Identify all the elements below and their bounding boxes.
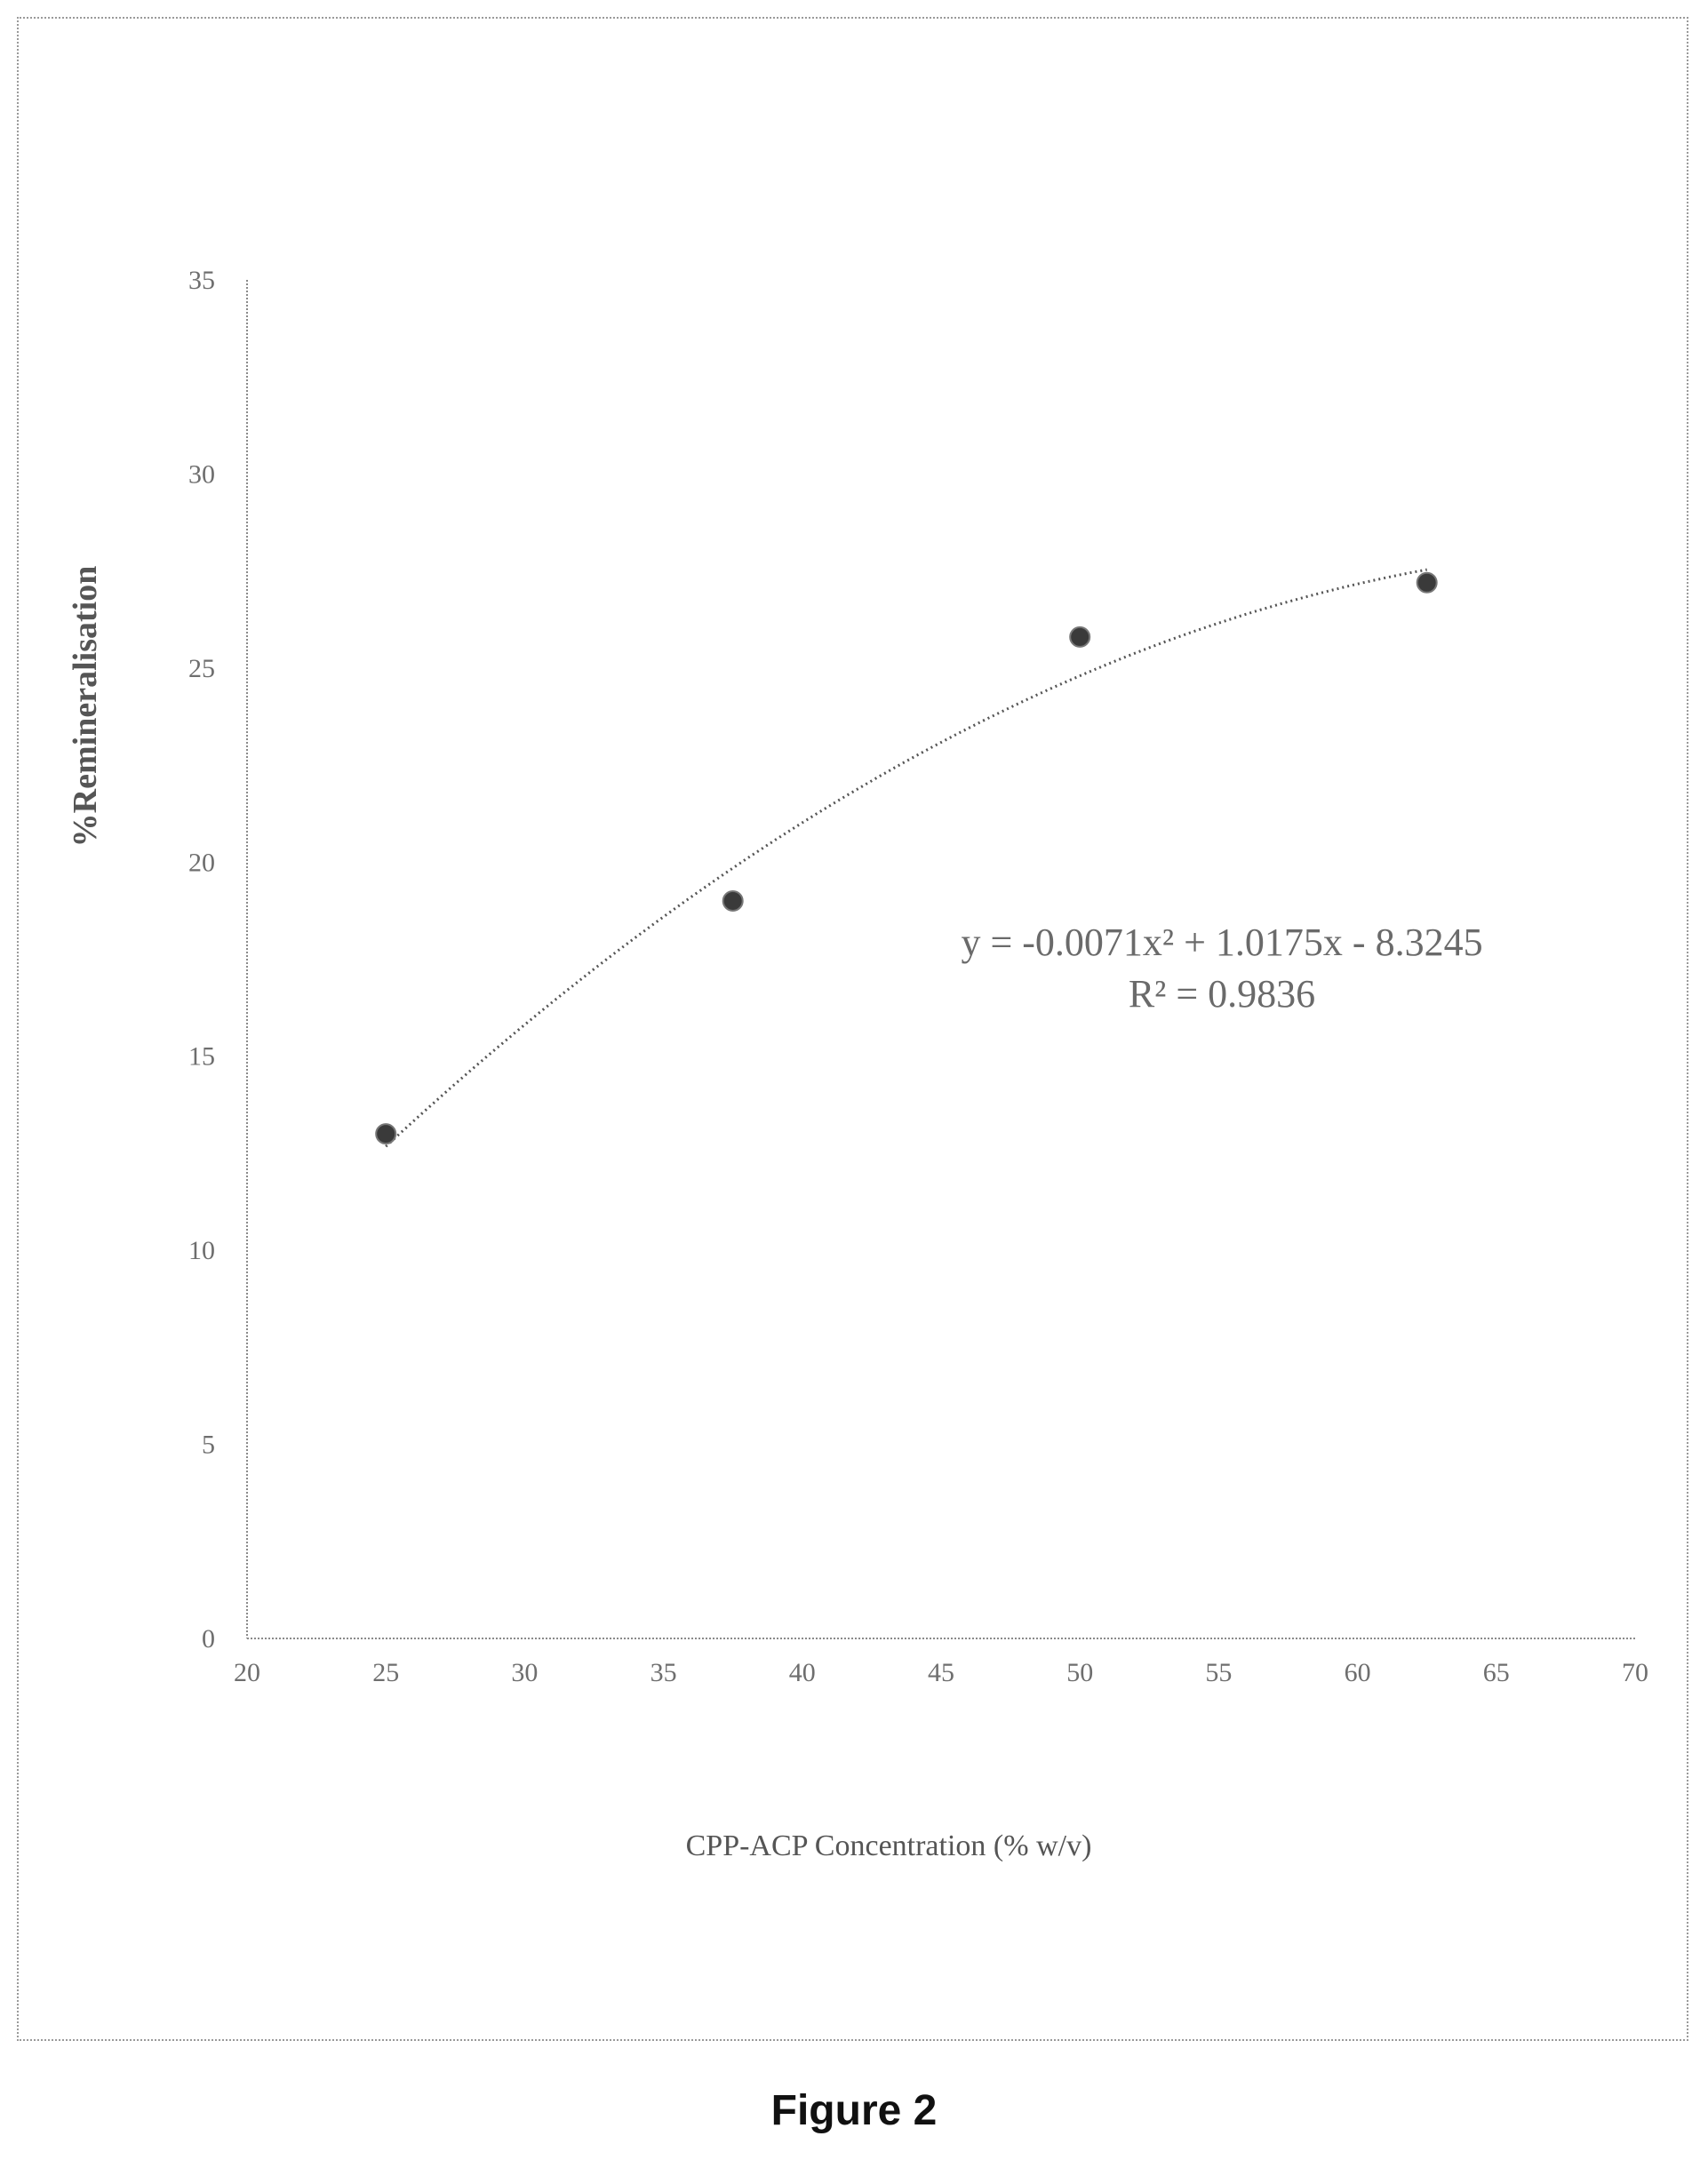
y-tick-label: 10 [188, 1236, 215, 1265]
y-axis-title: %Remineralisation [67, 566, 104, 848]
x-tick-label: 65 [1483, 1658, 1510, 1687]
trendline [385, 568, 1427, 1148]
axes [246, 280, 1635, 1639]
y-tick-label: 25 [188, 654, 215, 683]
trendline-equation: y = -0.0071x² + 1.0175x - 8.3245 [961, 921, 1482, 964]
x-tick-label: 35 [650, 1658, 677, 1687]
x-tick-label: 70 [1622, 1658, 1648, 1687]
data-point [1416, 571, 1438, 594]
y-tick-labels: 0 5 10 15 20 25 30 35 [188, 266, 215, 1654]
x-tick-label: 45 [928, 1658, 954, 1687]
x-tick-label: 30 [511, 1658, 538, 1687]
y-tick-label: 20 [188, 848, 215, 877]
scatter-chart: 0 5 10 15 20 25 30 35 20 25 30 35 40 45 50 55 60 65 70 y … [67, 266, 1648, 1862]
r-squared-label: R² = 0.9836 [1129, 972, 1315, 1016]
data-points [375, 571, 1438, 1145]
x-tick-label: 40 [789, 1658, 816, 1687]
x-tick-label: 50 [1066, 1658, 1093, 1687]
x-tick-label: 55 [1205, 1658, 1232, 1687]
y-tick-label: 5 [202, 1431, 215, 1460]
x-tick-label: 20 [234, 1658, 260, 1687]
data-point [375, 1123, 397, 1145]
y-tick-label: 0 [202, 1624, 215, 1654]
y-tick-label: 35 [188, 266, 215, 295]
y-tick-label: 15 [188, 1042, 215, 1072]
x-tick-labels: 20 25 30 35 40 45 50 55 60 65 70 [234, 1658, 1648, 1687]
x-tick-label: 60 [1345, 1658, 1371, 1687]
data-point [722, 889, 744, 912]
y-tick-label: 30 [188, 459, 215, 489]
x-axis-title: CPP-ACP Concentration (% w/v) [686, 1829, 1092, 1862]
figure-caption: Figure 2 [770, 2087, 938, 2134]
data-point [1069, 626, 1091, 648]
figure-frame [17, 17, 1688, 2041]
x-tick-label: 25 [372, 1658, 399, 1687]
